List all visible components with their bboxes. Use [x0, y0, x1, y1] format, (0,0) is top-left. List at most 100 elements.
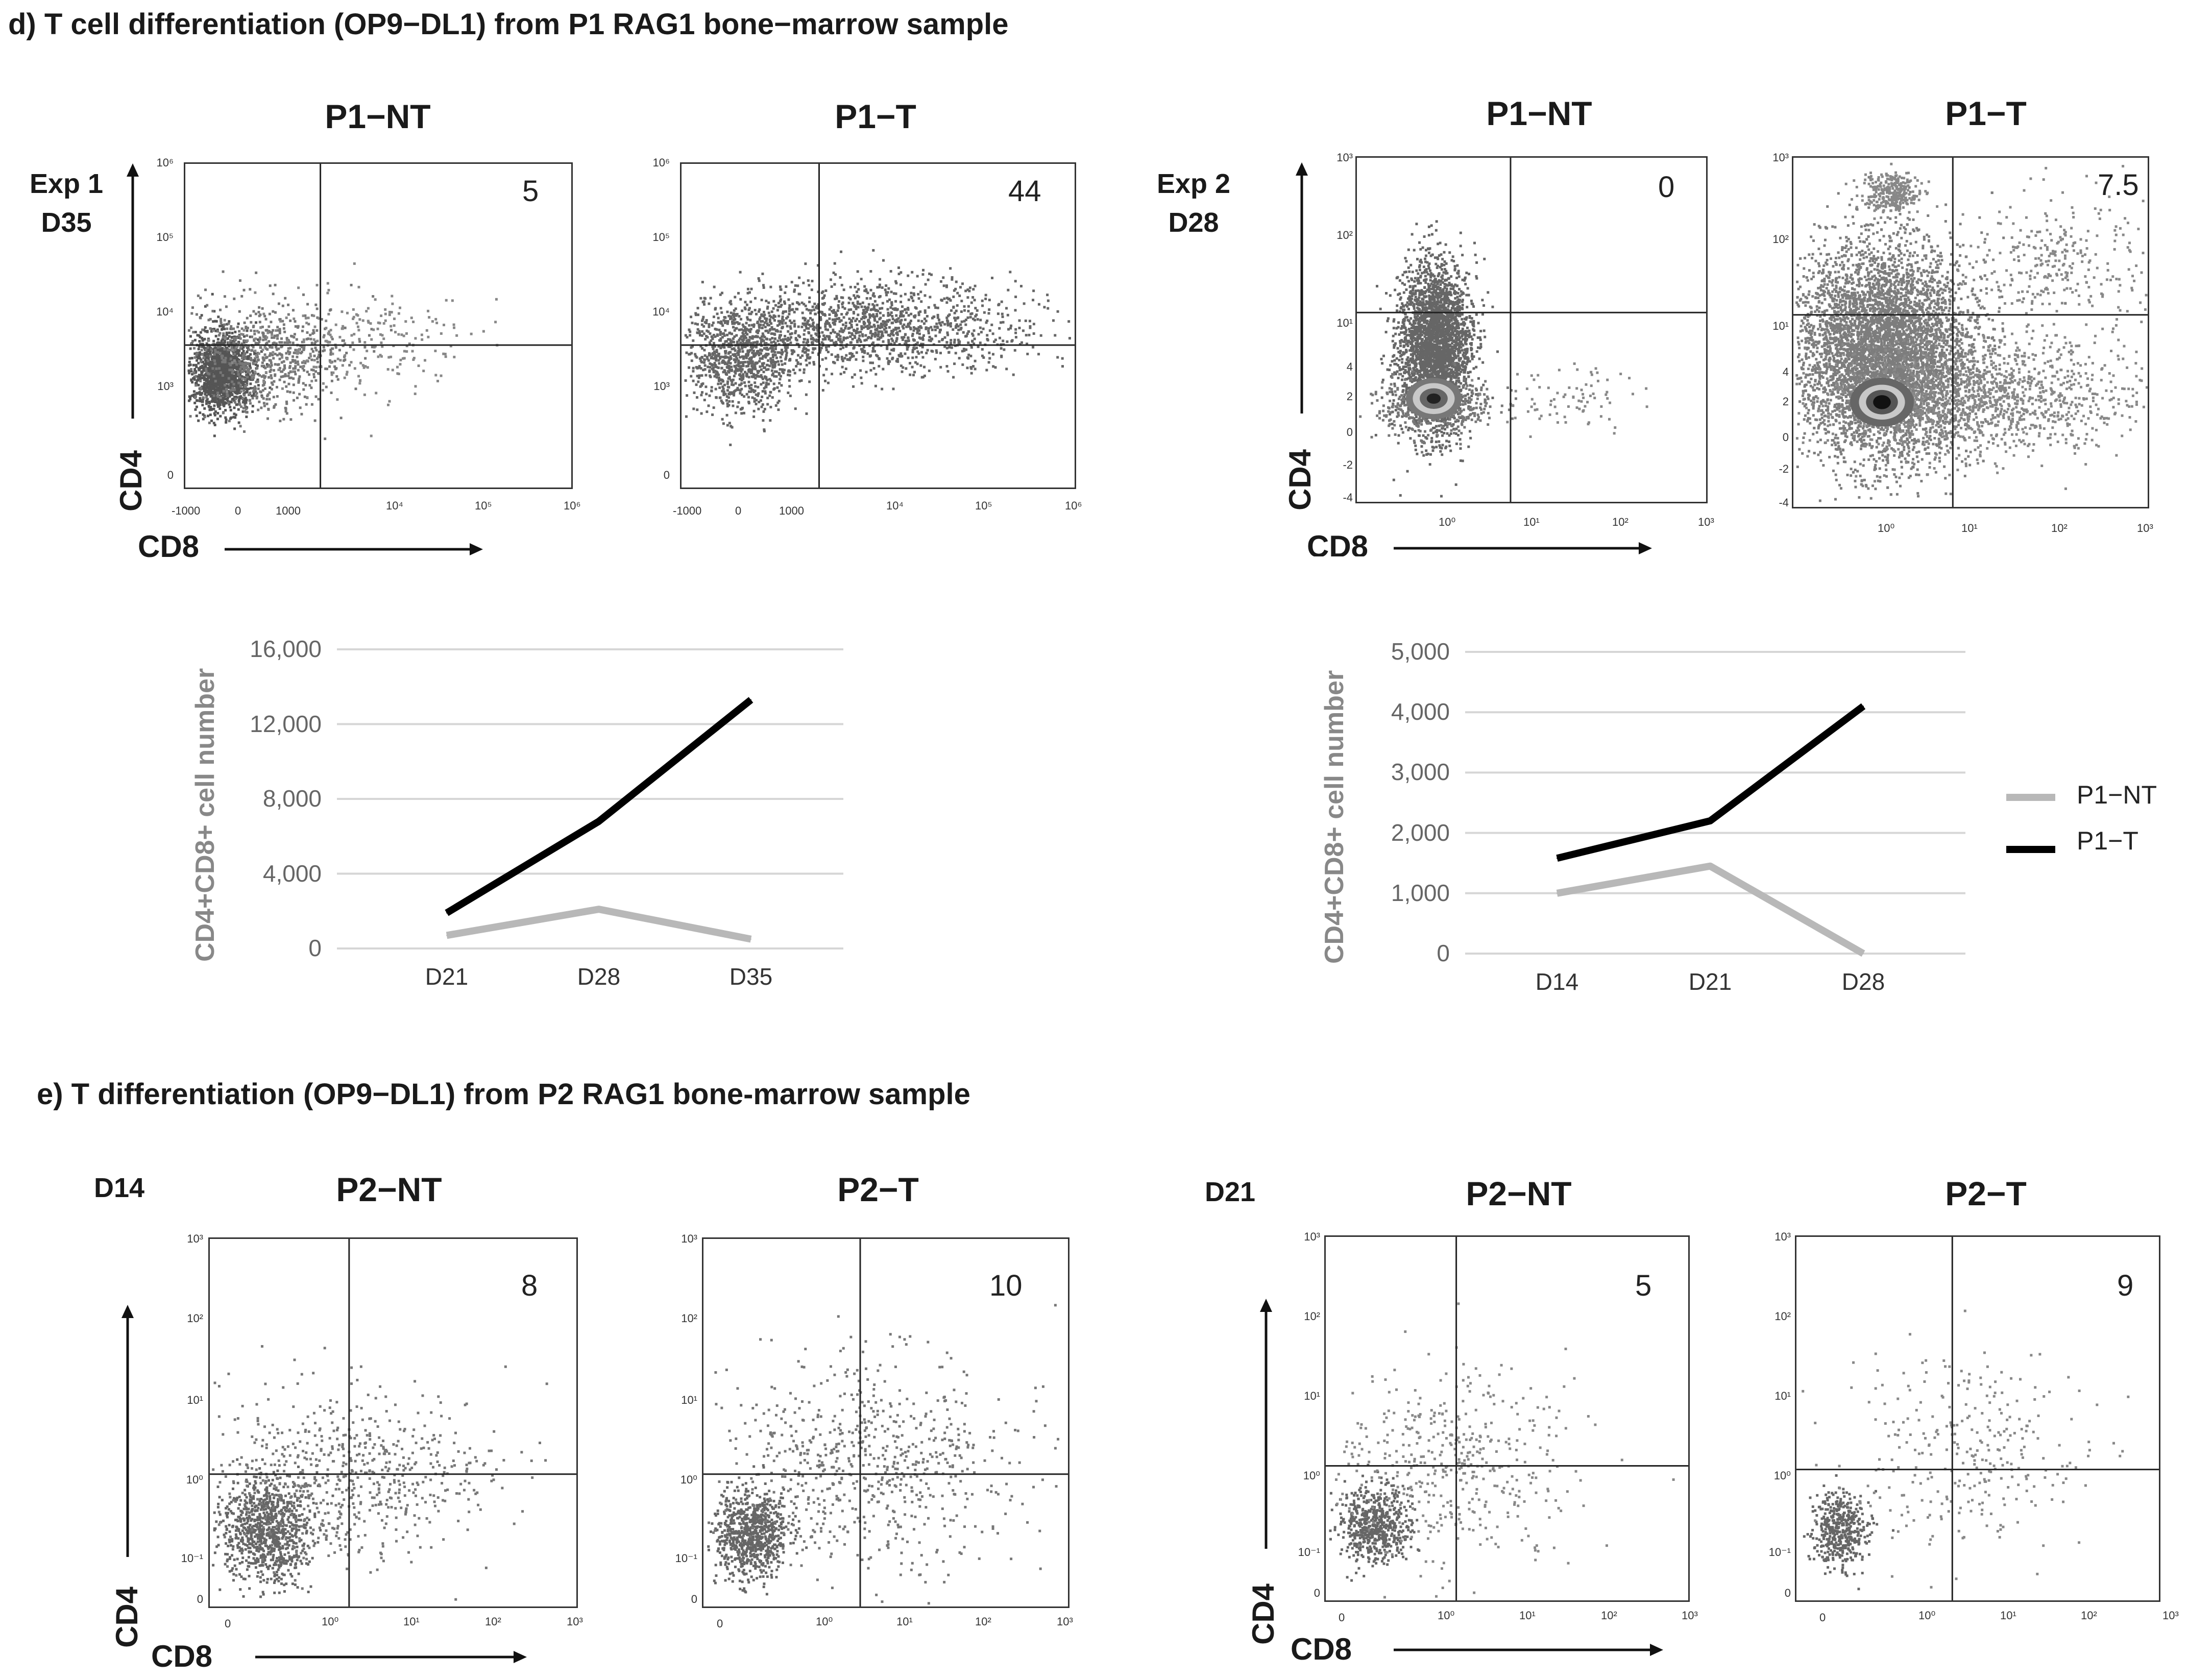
data-point	[446, 935, 447, 936]
e-xtick: 10³	[1057, 1615, 1073, 1628]
exp1-xtick: 0	[735, 504, 741, 518]
data-point	[1863, 953, 1864, 954]
cd4-axis-label: CD4	[1246, 1584, 1281, 1645]
scatter-dots	[185, 164, 571, 488]
line-chart-xtick: D14	[1506, 968, 1608, 995]
e-ytick: 0	[1745, 1587, 1791, 1600]
exp2-ytick: 4	[1307, 360, 1353, 374]
facs-plot-p1nt-exp1: 5	[184, 162, 573, 489]
scatter-dots	[682, 164, 1075, 488]
series-line-P1−T	[1556, 703, 1866, 862]
section-e-title: e) T differentiation (OP9−DL1) from P2 R…	[37, 1077, 970, 1111]
exp2-label: Exp 2 D28	[1137, 164, 1250, 242]
exp2-ytick: -2	[1743, 462, 1789, 476]
exp2-label-line1: Exp 2	[1137, 164, 1250, 203]
exp1-ytick: 10⁶	[128, 156, 174, 169]
e-xtick: 10⁰	[1438, 1609, 1454, 1622]
e-xtick: 10³	[1682, 1609, 1698, 1622]
quadrant-value: 5	[522, 174, 539, 208]
e-xtick: 10¹	[896, 1615, 913, 1628]
cd8-axis-arrow	[1394, 542, 1652, 554]
data-point	[446, 912, 447, 914]
exp2-xtick: 10³	[1698, 516, 1714, 529]
cd8-axis-arrow	[1394, 1644, 1663, 1656]
e-ytick: 10¹	[157, 1394, 203, 1407]
e-ytick: 10¹	[1745, 1390, 1791, 1403]
scatter-dots	[210, 1239, 576, 1606]
facs-title-p1t-exp2: P1−T	[1833, 94, 2139, 133]
quadrant-value: 5	[1635, 1269, 1651, 1303]
line-chart-xtick: D21	[396, 963, 498, 990]
e-xtick: 10⁰	[816, 1615, 833, 1628]
line-chart-exp2-ylabel: CD4+CD8+ cell number	[1319, 670, 1350, 964]
exp1-ytick: 10⁴	[624, 305, 670, 319]
e-xtick: 10⁰	[1918, 1609, 1935, 1622]
exp1-xtick: 10⁶	[564, 499, 581, 513]
line-chart-ytick: 16,000	[209, 635, 322, 663]
quadrant-value: 9	[2117, 1269, 2133, 1303]
line-chart-ytick: 5,000	[1338, 638, 1450, 665]
facs-title-p2t-d14: P2−T	[725, 1170, 1031, 1209]
data-point	[1710, 820, 1711, 821]
e-ytick: 0	[1274, 1587, 1320, 1600]
e-ytick: 10³	[1745, 1230, 1791, 1244]
quadrant-value: 10	[989, 1269, 1023, 1303]
cd8-axis-label-clip: CD8	[1307, 525, 1389, 556]
e-xtick: 10²	[2081, 1609, 2097, 1622]
exp2-xtick: 10²	[2051, 522, 2068, 535]
exp2-ytick: 2	[1743, 395, 1789, 408]
e-ytick: 10²	[1745, 1310, 1791, 1323]
line-chart-xtick: D28	[1812, 968, 1914, 995]
exp1-label: Exp 1 D35	[10, 164, 123, 242]
line-chart-xtick: D28	[548, 963, 650, 990]
exp1-xtick: -1000	[172, 504, 200, 518]
e-ytick: 10⁻¹	[157, 1552, 203, 1565]
exp1-ytick: 10⁶	[624, 156, 670, 169]
line-chart-ytick: 8,000	[209, 785, 322, 812]
exp1-xtick: 1000	[276, 504, 301, 518]
exp2-ytick: -4	[1743, 496, 1789, 509]
exp1-label-line1: Exp 1	[10, 164, 123, 203]
e-ytick: 10³	[651, 1232, 697, 1246]
exp2-xtick: 10⁰	[1439, 516, 1455, 529]
cd8-axis-arrow	[225, 543, 483, 555]
e-xtick: 10⁰	[322, 1615, 338, 1628]
facs-title-p2nt-d14: P2−NT	[236, 1170, 542, 1209]
e-ytick: 10²	[651, 1312, 697, 1325]
e-xtick: 0	[717, 1617, 723, 1630]
data-point	[1557, 892, 1558, 894]
line-chart-exp1-ylabel: CD4+CD8+ cell number	[190, 668, 221, 962]
e-ytick: 10³	[157, 1232, 203, 1246]
exp2-ytick: 0	[1743, 431, 1789, 444]
e-ytick: 10⁻¹	[1745, 1546, 1791, 1559]
exp1-ytick: 10⁵	[624, 231, 670, 244]
cd4-axis-arrow	[1260, 1299, 1272, 1549]
exp2-ytick: 0	[1307, 426, 1353, 439]
scatter-dots	[1796, 1237, 2159, 1600]
e-xtick: 10²	[485, 1615, 501, 1628]
e-xtick: 0	[1819, 1611, 1826, 1624]
facs-plot-p1t-exp1: 44	[680, 162, 1076, 489]
exp2-ytick: 10¹	[1307, 316, 1353, 330]
e-ytick: 10⁰	[1745, 1469, 1791, 1482]
exp2-xtick: 10³	[2137, 522, 2153, 535]
facs-plot-p1t-exp2: 7.5	[1792, 156, 2149, 508]
day-label-d21: D21	[1205, 1176, 1255, 1208]
line-chart-exp2	[1465, 651, 1965, 957]
line-chart-exp1	[337, 648, 843, 949]
scatter-dots	[1793, 158, 2148, 507]
exp2-ytick: 10³	[1307, 151, 1353, 164]
line-chart-ytick: 3,000	[1338, 758, 1450, 786]
e-xtick: 10¹	[403, 1615, 420, 1628]
exp2-xtick: 10²	[1612, 516, 1628, 529]
exp1-xtick: 10⁶	[1065, 499, 1082, 513]
data-point	[1863, 705, 1864, 707]
exp1-ytick: 10⁴	[128, 305, 174, 319]
exp2-ytick: 10¹	[1743, 320, 1789, 333]
exp2-ytick: -2	[1307, 458, 1353, 472]
e-xtick: 10²	[1601, 1609, 1617, 1622]
facs-plot-p2nt-d14: 8	[208, 1237, 578, 1608]
facs-title-p1nt-exp1: P1−NT	[225, 97, 531, 136]
line-chart-ytick: 4,000	[1338, 698, 1450, 725]
legend-label-p1nt: P1−NT	[2077, 780, 2157, 810]
